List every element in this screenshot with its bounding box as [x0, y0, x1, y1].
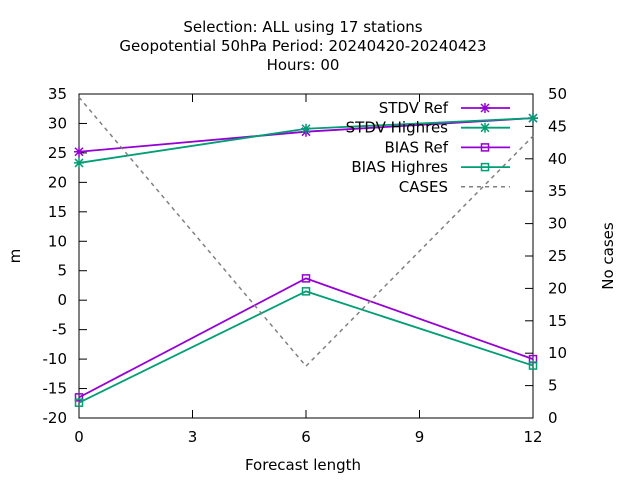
- legend-item: STDV Highres: [346, 119, 510, 137]
- series-bias-ref: [74, 274, 538, 402]
- data-point-square: [480, 162, 490, 172]
- data-point-square: [301, 274, 311, 283]
- title-line: Geopotential 50hPa Period: 20240420-2024…: [119, 37, 486, 55]
- title-line: Hours: 00: [267, 56, 340, 74]
- y-tick-label: -20: [43, 409, 68, 427]
- y2-axis-label: No cases: [599, 222, 617, 290]
- data-point-square: [480, 143, 490, 152]
- y-tick-label: -5: [52, 321, 67, 339]
- legend-label: STDV Ref: [379, 99, 449, 117]
- data-point-square: [74, 398, 84, 407]
- y-tick-label: 10: [48, 232, 67, 250]
- data-point-star: [528, 113, 538, 124]
- y2-tick-label: 25: [548, 247, 567, 265]
- y-tick-label: 15: [48, 203, 67, 221]
- data-point-square: [528, 361, 538, 370]
- y2-tick-label: 45: [548, 117, 567, 135]
- series-stdv-ref: [74, 113, 538, 157]
- series-line: [78, 290, 534, 404]
- x-tick-label: 6: [301, 428, 311, 446]
- x-tick-label: 0: [74, 428, 84, 446]
- chart-title: Selection: ALL using 17 stationsGeopoten…: [119, 18, 486, 74]
- legend-item: BIAS Highres: [351, 158, 510, 176]
- legend-label: BIAS Ref: [384, 138, 448, 156]
- y2-tick-label: 30: [548, 215, 567, 233]
- y2-tick-label: 20: [548, 279, 567, 297]
- y2-tick-label: 5: [548, 377, 558, 395]
- series-group: [74, 96, 538, 407]
- axis-ticks: -20-15-10-505101520253035051015202530354…: [43, 85, 568, 446]
- data-point-square: [301, 287, 311, 296]
- y-tick-label: 35: [48, 85, 67, 103]
- series-line: [78, 96, 534, 368]
- x-tick-label: 12: [523, 428, 542, 446]
- series-cases: [78, 96, 534, 368]
- y2-tick-label: 50: [548, 85, 567, 103]
- x-tick-label: 9: [415, 428, 425, 446]
- legend-label: CASES: [399, 178, 448, 196]
- y2-tick-label: 10: [548, 344, 567, 362]
- data-point-star: [480, 122, 490, 133]
- y-tick-label: 20: [48, 173, 67, 191]
- data-point-star: [301, 123, 311, 134]
- data-point-star: [74, 157, 84, 168]
- legend-item: CASES: [399, 178, 510, 196]
- title-line: Selection: ALL using 17 stations: [183, 18, 422, 36]
- y2-tick-label: 0: [548, 409, 558, 427]
- y2-tick-label: 35: [548, 182, 567, 200]
- series-bias-highres: [74, 287, 538, 407]
- data-point-star: [74, 146, 84, 157]
- y-tick-label: 0: [57, 291, 67, 309]
- y2-tick-label: 40: [548, 150, 567, 168]
- y-tick-label: 25: [48, 144, 67, 162]
- y-tick-label: 30: [48, 114, 67, 132]
- legend-label: BIAS Highres: [351, 158, 448, 176]
- x-axis-label: Forecast length: [245, 456, 361, 474]
- legend-item: BIAS Ref: [384, 138, 510, 156]
- y-tick-label: 5: [57, 262, 67, 280]
- series-line: [78, 277, 534, 399]
- series-stdv-highres: [74, 113, 538, 168]
- y-tick-label: -10: [43, 350, 68, 368]
- data-point-star: [480, 103, 490, 113]
- legend-label: STDV Highres: [346, 119, 449, 137]
- y-tick-label: -15: [43, 380, 68, 398]
- y2-tick-label: 15: [548, 312, 567, 330]
- data-point-square: [74, 393, 84, 402]
- x-tick-label: 3: [188, 428, 198, 446]
- legend-item: STDV Ref: [379, 99, 510, 117]
- y-axis-label: m: [6, 249, 24, 264]
